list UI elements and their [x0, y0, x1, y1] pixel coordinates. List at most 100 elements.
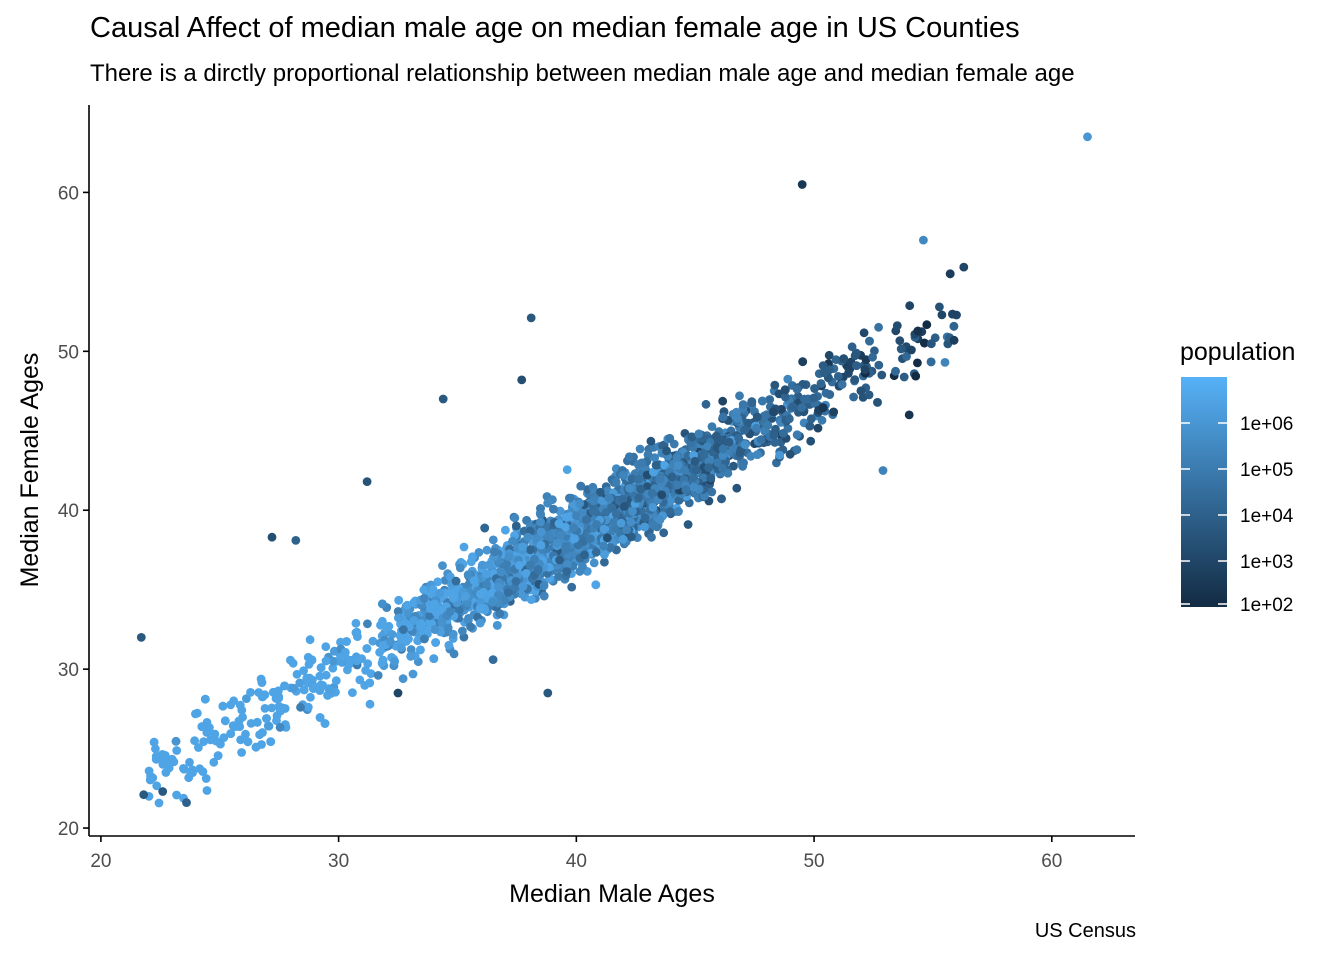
- data-point: [289, 683, 298, 693]
- data-point: [182, 798, 191, 807]
- legend-ticks: 1e+06 1e+05 1e+04 1e+03 1e+02: [1181, 414, 1294, 616]
- data-point: [576, 481, 586, 491]
- data-point: [543, 688, 553, 698]
- data-point: [521, 569, 531, 578]
- data-point: [618, 534, 628, 544]
- data-point: [479, 587, 488, 597]
- data-point: [455, 563, 465, 573]
- data-point: [816, 379, 826, 388]
- data-point: [351, 628, 361, 637]
- data-point: [891, 366, 900, 376]
- data-point: [493, 590, 503, 600]
- data-point: [873, 398, 882, 407]
- data-point: [674, 496, 684, 505]
- data-point: [262, 714, 271, 723]
- data-point: [648, 520, 658, 530]
- data-points: [136, 132, 1092, 808]
- data-point: [406, 645, 416, 654]
- data-point: [604, 493, 614, 503]
- data-point: [296, 702, 305, 712]
- data-point: [636, 484, 645, 494]
- data-point: [628, 506, 637, 516]
- data-point: [495, 609, 505, 618]
- data-point: [267, 532, 277, 542]
- data-point: [552, 538, 562, 548]
- legend-tick-label: 1e+05: [1240, 460, 1293, 481]
- data-point: [488, 535, 498, 545]
- data-point: [837, 380, 847, 389]
- data-point: [662, 446, 671, 456]
- data-point: [342, 637, 351, 646]
- data-point: [257, 678, 267, 687]
- data-point: [351, 618, 361, 628]
- data-point: [797, 180, 807, 189]
- data-point: [555, 555, 564, 565]
- x-axis-label: Median Male Ages: [509, 880, 715, 908]
- data-point: [199, 737, 209, 746]
- data-point: [665, 497, 675, 506]
- data-point: [430, 625, 440, 634]
- data-point: [213, 751, 223, 760]
- data-point: [209, 757, 219, 767]
- data-point: [672, 453, 682, 462]
- data-point: [778, 429, 788, 438]
- axes: 20 30 40 50 60 20 30 40 50 60: [58, 105, 1135, 872]
- data-point: [202, 786, 212, 795]
- data-point: [201, 774, 211, 783]
- data-point: [390, 657, 399, 666]
- data-point: [859, 328, 869, 338]
- data-point: [674, 507, 683, 516]
- data-point: [171, 736, 181, 746]
- data-point: [536, 540, 546, 550]
- data-point: [454, 605, 464, 615]
- data-point: [378, 599, 387, 609]
- data-point: [718, 464, 727, 473]
- x-tick-label: 30: [328, 851, 349, 872]
- data-point: [145, 775, 155, 785]
- data-point: [701, 399, 711, 409]
- data-point: [919, 235, 928, 245]
- data-point: [959, 262, 969, 272]
- x-tick-label: 40: [566, 851, 587, 872]
- data-point: [172, 746, 182, 755]
- data-point: [759, 411, 769, 421]
- data-point: [401, 637, 411, 646]
- data-point: [673, 480, 682, 490]
- data-point: [413, 636, 423, 646]
- data-point: [707, 487, 717, 497]
- data-point: [895, 336, 905, 346]
- data-point: [419, 594, 429, 603]
- data-point: [526, 595, 536, 604]
- data-point: [484, 560, 494, 570]
- data-point: [463, 570, 473, 580]
- data-point: [732, 407, 741, 417]
- data-point: [408, 669, 418, 679]
- data-point: [385, 637, 395, 646]
- data-point: [813, 423, 823, 433]
- data-point: [825, 390, 835, 399]
- data-point: [517, 375, 527, 385]
- data-point: [210, 729, 220, 739]
- data-point: [878, 466, 888, 475]
- data-point: [365, 699, 375, 709]
- data-point: [850, 375, 860, 384]
- data-point: [368, 636, 378, 646]
- x-tick-label: 20: [90, 851, 111, 872]
- data-point: [536, 517, 545, 527]
- data-point: [651, 460, 661, 470]
- data-point: [152, 781, 162, 791]
- data-point: [516, 589, 526, 599]
- data-point: [740, 425, 749, 435]
- data-point: [648, 503, 658, 512]
- data-point: [305, 635, 315, 645]
- data-point: [475, 618, 485, 628]
- data-point: [435, 588, 445, 598]
- data-point: [905, 301, 915, 311]
- data-point: [295, 678, 305, 688]
- data-point: [562, 465, 572, 475]
- data-point: [195, 764, 205, 774]
- data-point: [780, 392, 790, 402]
- data-point: [844, 369, 853, 378]
- data-point: [849, 392, 858, 402]
- data-point: [650, 453, 660, 462]
